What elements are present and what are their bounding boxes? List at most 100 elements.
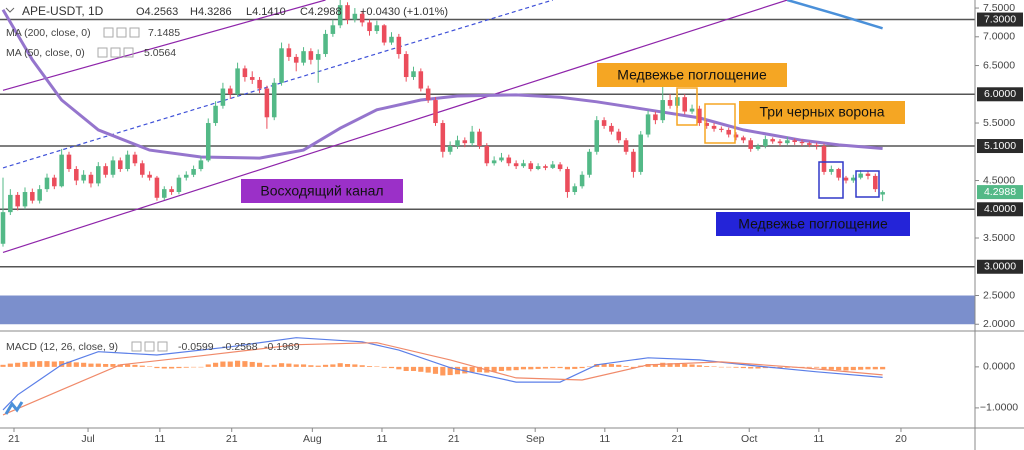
histogram-bar (777, 366, 783, 369)
histogram-bar (315, 365, 321, 367)
histogram-bar (821, 366, 827, 370)
indicator-name: MA (200, close, 0) (6, 27, 91, 39)
settings-icon[interactable] (110, 47, 121, 58)
candle-body (30, 192, 35, 201)
candle-body (807, 143, 812, 145)
candle-body (469, 131, 475, 144)
histogram-bar (403, 366, 409, 371)
candle-body (543, 166, 548, 168)
histogram-bar (322, 364, 329, 367)
candle-body (623, 140, 629, 152)
annotation-bg (241, 179, 403, 203)
candle-body (477, 131, 482, 147)
histogram-bar (132, 364, 138, 367)
macd-title: MACD (12, 26, close, 9) (6, 341, 118, 353)
eye-icon[interactable] (97, 47, 108, 58)
histogram-bar (528, 366, 534, 370)
level-box (977, 87, 1023, 102)
candle-body (242, 68, 248, 78)
candle-body (865, 173, 871, 176)
pattern-box (855, 170, 880, 198)
level-box (977, 202, 1023, 217)
candle-body (125, 154, 130, 170)
histogram-bar (278, 363, 285, 367)
histogram-bar (352, 364, 358, 367)
settings-icon[interactable] (116, 27, 127, 38)
histogram-bar (704, 366, 710, 367)
histogram-bar (601, 363, 607, 367)
histogram-bar (616, 364, 622, 367)
candle-body (433, 100, 438, 124)
candle-body (293, 56, 299, 63)
histogram-bar (476, 366, 483, 373)
histogram-bar (579, 366, 585, 369)
candle-body (440, 123, 446, 152)
candle-body (257, 79, 262, 89)
candle-body (374, 25, 380, 32)
indicator-value: 7.1485 (148, 27, 180, 39)
close-icon[interactable] (123, 47, 134, 58)
candle-body (308, 51, 314, 60)
candle-body (88, 174, 94, 184)
candle-body (389, 36, 394, 43)
histogram-bar (535, 366, 541, 369)
histogram-bar (293, 364, 299, 367)
eye-icon[interactable] (131, 341, 142, 352)
candle-body (689, 108, 695, 112)
histogram-bar (682, 364, 688, 367)
candle-body (396, 36, 402, 55)
x-tick-label: 11 (377, 433, 388, 445)
candle-body (667, 100, 673, 106)
histogram-bar (344, 364, 351, 367)
ohlc-close: C4.2988 (300, 6, 342, 18)
histogram-bar (205, 364, 211, 367)
candle-body (851, 177, 856, 181)
y-tick-label: 6.5000 (983, 59, 1015, 71)
close-icon[interactable] (157, 341, 168, 352)
zone-band (0, 295, 975, 325)
line (786, 0, 883, 30)
candle-body (704, 123, 709, 126)
collapse-icon[interactable] (5, 7, 15, 13)
x-tick-label: Jul (81, 433, 94, 445)
histogram-bar (557, 366, 563, 369)
histogram-bar (447, 366, 453, 376)
histogram-bar (440, 366, 446, 376)
histogram-bar (366, 366, 373, 367)
candle-body (491, 160, 497, 164)
histogram-bar (872, 366, 878, 370)
histogram-bar (235, 360, 241, 367)
histogram-bar (51, 361, 57, 367)
eye-icon[interactable] (103, 27, 114, 38)
settings-icon[interactable] (144, 341, 155, 352)
histogram-bar (81, 362, 87, 367)
candle-body (301, 51, 306, 63)
candle-body (176, 177, 182, 193)
histogram-bar (630, 366, 636, 369)
candle-body (836, 169, 841, 178)
candle-body (455, 140, 460, 147)
signal-value: -0.1969 (264, 341, 300, 353)
candle-body (191, 169, 196, 175)
candle-body (631, 151, 636, 172)
histogram-bar (432, 366, 439, 374)
x-tick-label: 21 (226, 433, 238, 445)
candle-body (118, 160, 123, 170)
annotations: Медвежье поглощение Три черных ворона Во… (241, 63, 910, 236)
histogram-bar (410, 366, 417, 371)
candle-body (587, 151, 592, 175)
histogram-bar (696, 365, 702, 367)
histogram-bar (330, 364, 336, 367)
candle-body (741, 137, 746, 141)
histogram-bar (0, 364, 6, 367)
close-icon[interactable] (129, 27, 140, 38)
histogram-bar (550, 366, 556, 369)
histogram-bar (491, 366, 497, 372)
candle-body (44, 177, 50, 190)
histogram-bar (300, 364, 307, 367)
line (1, 9, 883, 160)
candle-body (601, 120, 607, 126)
annotation: Медвежье поглощение (738, 216, 888, 232)
